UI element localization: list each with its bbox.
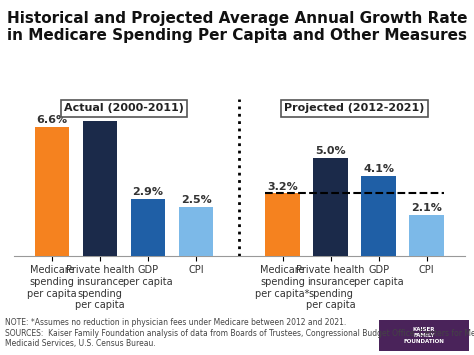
Bar bbox=[313, 158, 348, 256]
Bar bbox=[179, 207, 213, 256]
Text: 5.0%: 5.0% bbox=[315, 146, 346, 157]
Text: 2.1%: 2.1% bbox=[411, 203, 442, 213]
Text: 6.9%: 6.9% bbox=[84, 109, 116, 119]
Bar bbox=[35, 127, 69, 256]
Text: Projected (2012-2021): Projected (2012-2021) bbox=[284, 103, 425, 113]
Text: 4.1%: 4.1% bbox=[363, 164, 394, 174]
Text: Actual (2000-2011): Actual (2000-2011) bbox=[64, 103, 184, 113]
Text: 3.2%: 3.2% bbox=[267, 181, 298, 192]
Text: 2.5%: 2.5% bbox=[181, 195, 211, 205]
Text: 6.6%: 6.6% bbox=[36, 115, 68, 125]
Text: KAISER
FAMILY
FOUNDATION: KAISER FAMILY FOUNDATION bbox=[404, 327, 445, 344]
Bar bbox=[83, 121, 118, 256]
Bar bbox=[131, 199, 165, 256]
Bar bbox=[410, 214, 444, 256]
Bar bbox=[361, 176, 396, 256]
Bar bbox=[265, 193, 300, 256]
Text: NOTE: *Assumes no reduction in physician fees under Medicare between 2012 and 20: NOTE: *Assumes no reduction in physician… bbox=[5, 318, 474, 348]
Text: 2.9%: 2.9% bbox=[133, 187, 164, 197]
Text: Historical and Projected Average Annual Growth Rate
in Medicare Spending Per Cap: Historical and Projected Average Annual … bbox=[7, 11, 467, 43]
